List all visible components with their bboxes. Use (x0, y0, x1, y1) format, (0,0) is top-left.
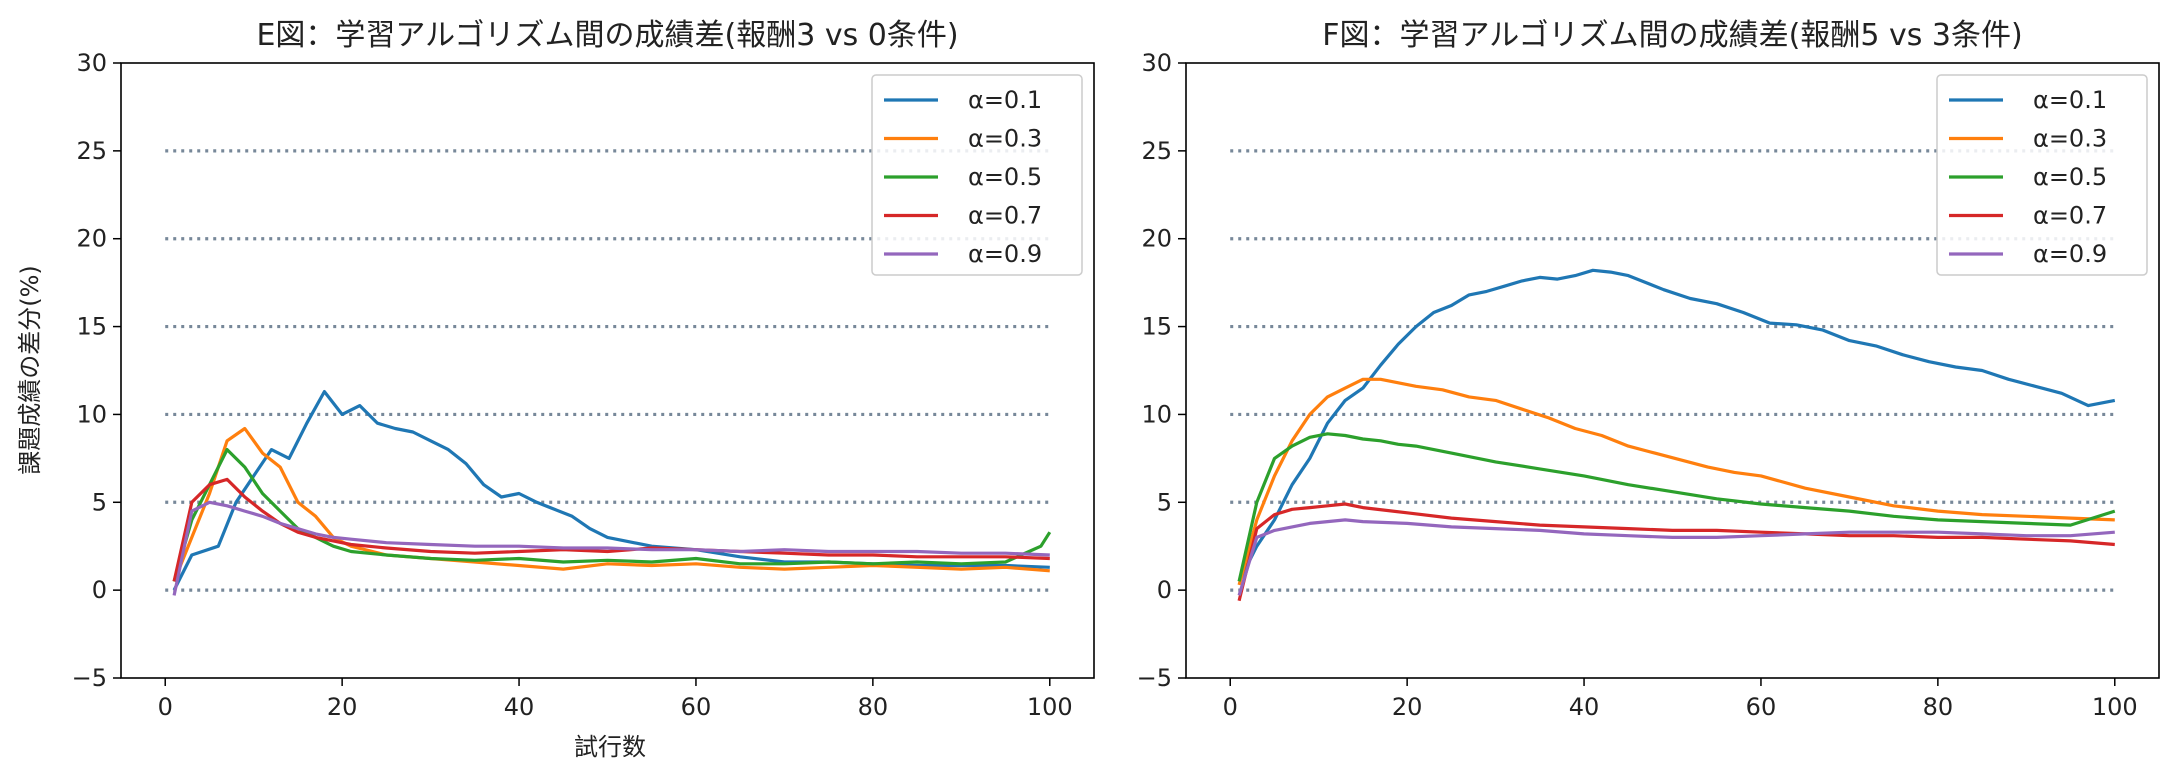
x-tick-label: 80 (858, 693, 889, 721)
series-line (172, 500, 1050, 596)
y-tick-label: 5 (1157, 488, 1172, 516)
legend-label: α=0.7 (968, 202, 1042, 230)
chart-panel-e: 0 20 40 60 80 100 −5 0 5 10 15 20 25 30 E図：学習アルゴリズム間の成… (72, 18, 1095, 721)
y-tick-label: 15 (1141, 313, 1172, 341)
x-tick-label: 100 (2092, 693, 2138, 721)
series-line (172, 477, 1050, 582)
x-tick-label: 80 (1923, 693, 1954, 721)
x-tick-label: 40 (1569, 693, 1600, 721)
x-tick-label: 0 (158, 693, 173, 721)
plot-frame (1185, 62, 2160, 679)
y-tick-label: 20 (1141, 225, 1172, 253)
x-tick-label: 40 (504, 693, 535, 721)
y-tick-label: 25 (1141, 137, 1172, 165)
y-tick-label: 20 (76, 225, 107, 253)
y-tick-label: −5 (72, 664, 107, 692)
y-tick-label: 30 (76, 49, 107, 77)
y-tick-label: 10 (1141, 400, 1172, 428)
x-tick-label: 60 (1746, 693, 1777, 721)
y-tick-label: 0 (1157, 576, 1172, 604)
legend-label: α=0.9 (2033, 240, 2107, 268)
series-line (1237, 518, 2115, 596)
chart-panel-f: 0 20 40 60 80 100 −5 0 5 10 15 20 25 30 F図：学習アルゴリズム間の成… (1137, 18, 2160, 721)
x-tick-label: 0 (1223, 693, 1238, 721)
series-line (1237, 377, 2115, 586)
x-tick-label: 100 (1027, 693, 1073, 721)
x-tick-label: 20 (327, 693, 358, 721)
chart-title: F図：学習アルゴリズム間の成績差(報酬5 vs 3条件) (1322, 18, 2022, 53)
y-tick-label: 30 (1141, 49, 1172, 77)
x-axis-label: 試行数 (574, 733, 646, 761)
series-line (1237, 268, 2116, 583)
series-line (1237, 502, 2115, 602)
legend-label: α=0.3 (968, 125, 1042, 153)
y-tick-label: 15 (76, 313, 107, 341)
series-line (172, 448, 1052, 582)
x-tick-label: 60 (681, 693, 712, 721)
legend-label: α=0.5 (2033, 163, 2107, 191)
legend-label: α=0.5 (968, 163, 1042, 191)
y-tick-label: 25 (76, 137, 107, 165)
legend-label: α=0.3 (2033, 125, 2107, 153)
legend-label: α=0.1 (968, 86, 1042, 114)
legend-label: α=0.7 (2033, 202, 2107, 230)
plot-frame (120, 62, 1095, 679)
legend-label: α=0.1 (2033, 86, 2107, 114)
legend-label: α=0.9 (968, 240, 1042, 268)
legend-box (1936, 74, 2148, 276)
series-line (172, 426, 1050, 582)
y-tick-label: 10 (76, 400, 107, 428)
y-axis-label: 課題成績の差分(%) (16, 265, 44, 475)
chart-title: E図：学習アルゴリズム間の成績差(報酬3 vs 0条件) (256, 18, 958, 53)
legend: α=0.1 α=0.3 α=0.5 α=0.7 α=0.9 (871, 74, 1083, 276)
y-tick-label: 5 (92, 488, 107, 516)
legend: α=0.1 α=0.3 α=0.5 α=0.7 α=0.9 (1936, 74, 2148, 276)
series-line (1237, 432, 2116, 582)
legend-box (871, 74, 1083, 276)
x-tick-label: 20 (1392, 693, 1423, 721)
y-tick-label: −5 (1137, 664, 1172, 692)
y-tick-label: 0 (92, 576, 107, 604)
